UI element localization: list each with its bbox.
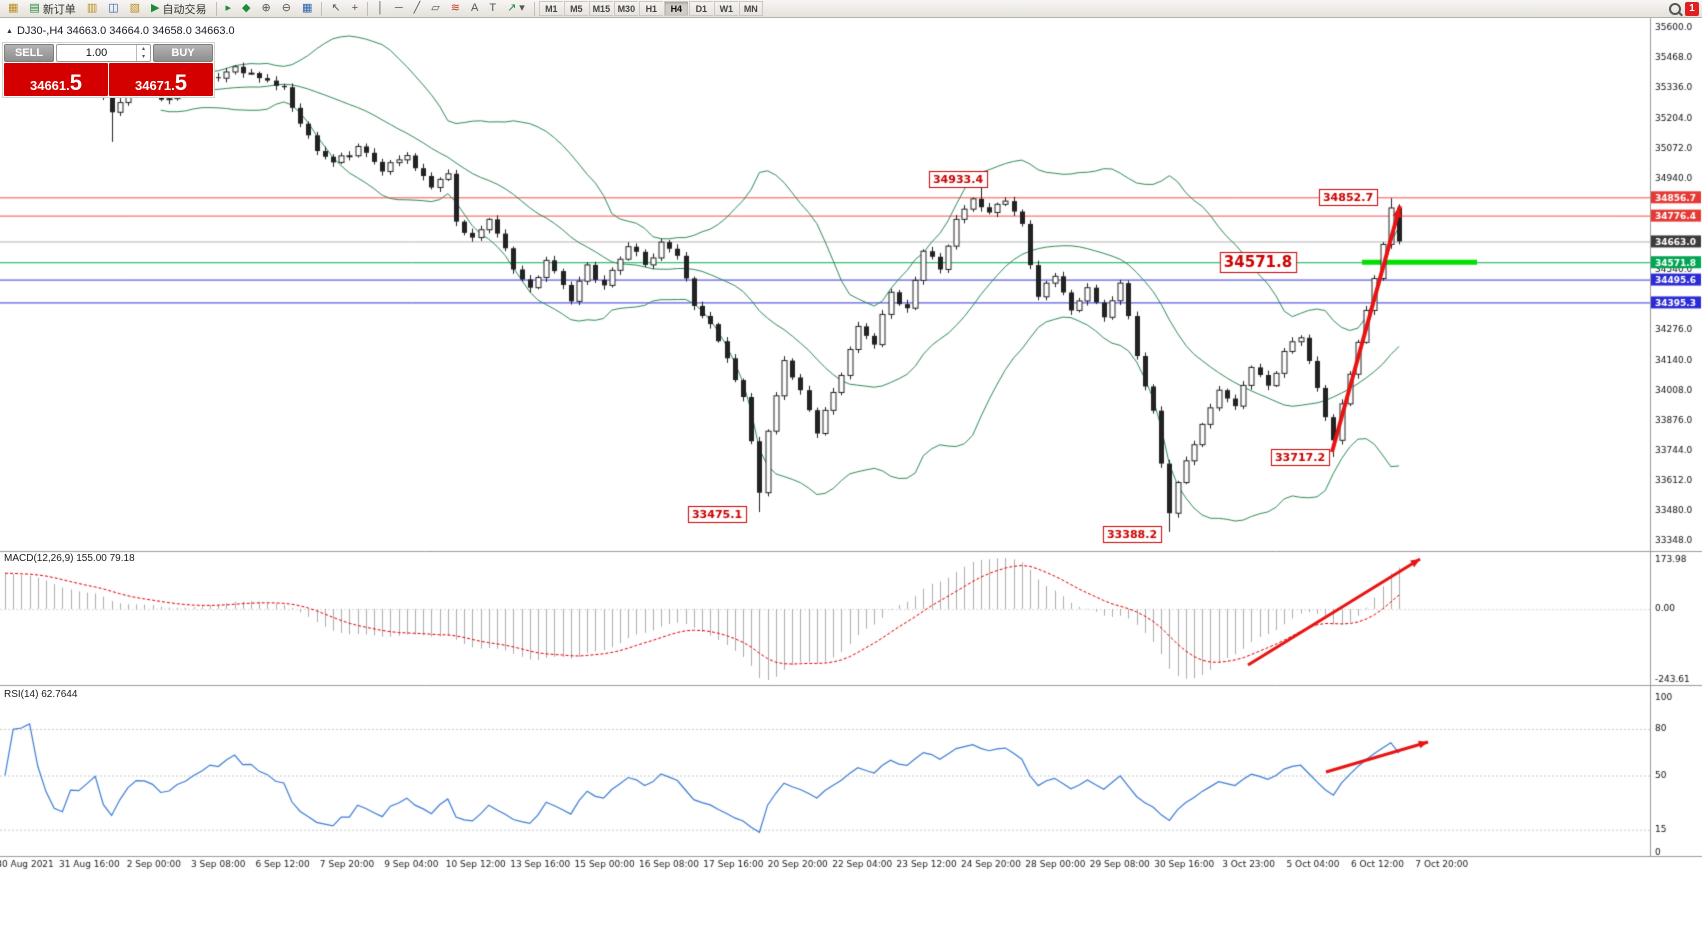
buy-button[interactable]: BUY <box>153 44 213 62</box>
tile-windows-button[interactable]: ▦ <box>297 0 317 18</box>
autotrade-label: 自动交易 <box>162 3 207 16</box>
timeframe-m5-button[interactable]: M5 <box>563 1 588 16</box>
timeframe-w1-button[interactable]: W1 <box>713 1 738 16</box>
spin-up-icon[interactable]: ▴ <box>141 46 145 52</box>
trendline-icon: ╱ <box>413 2 421 14</box>
zoom-in-button[interactable]: ⊕ <box>257 0 276 18</box>
toolbar-separator <box>321 1 323 16</box>
tile-windows-icon: ▦ <box>301 2 313 14</box>
data-window-icon: ◫ <box>108 2 119 14</box>
vertical-line-icon: │ <box>377 2 384 14</box>
zoom-out-icon: ⊖ <box>281 2 291 14</box>
fibonacci-icon: ≋ <box>450 2 460 14</box>
arrows-tool-button[interactable]: ↗ ▾ <box>502 0 530 18</box>
text-tool-button[interactable]: A <box>466 0 483 18</box>
market-watch-icon: ▥ <box>86 2 98 14</box>
indicators-button[interactable]: ◆ <box>237 0 255 18</box>
timeframe-m15-button[interactable]: M15 <box>588 1 613 16</box>
toolbar: ▦ ▤ 新订单 ▥ ◫ ▧ ▶ 自动交易 ▸ ◆ ⊕ ⊖ ▦ ↖ + │ ─ ╱… <box>0 0 1702 18</box>
chart-icon: ▦ <box>8 2 19 14</box>
toolbar-separator <box>215 1 217 16</box>
buy-price: 34671. <box>134 78 175 93</box>
zoom-out-button[interactable]: ⊖ <box>277 0 296 18</box>
timeframe-d1-button[interactable]: D1 <box>688 1 713 16</box>
toolbar-separator <box>533 1 535 16</box>
notification-badge[interactable]: 1 <box>1685 1 1699 16</box>
sell-button[interactable]: SELL <box>4 44 54 62</box>
toolbar-separator <box>367 1 368 16</box>
cursor-tool-button[interactable]: ↖ <box>326 0 345 18</box>
zoom-in-icon: ⊕ <box>261 2 271 14</box>
horizontal-line-icon: ─ <box>394 2 403 14</box>
vertical-line-tool-button[interactable]: │ <box>372 0 389 18</box>
indicators-icon: ◆ <box>242 2 251 14</box>
trendline-tool-button[interactable]: ╱ <box>409 0 426 18</box>
timeframe-mn-button[interactable]: MN <box>738 1 763 16</box>
channel-icon: ▱ <box>431 2 440 14</box>
channel-tool-button[interactable]: ▱ <box>426 0 444 18</box>
horizontal-line-tool-button[interactable]: ─ <box>390 0 408 18</box>
navigator-button[interactable]: ▧ <box>125 0 145 18</box>
buy-price-pip: 5 <box>174 70 187 95</box>
new-order-icon: ▤ <box>29 2 40 14</box>
toolbar-right-group: 1 <box>1669 1 1699 16</box>
macd-indicator-header: MACD(12,26,9) 155.00 79.18 <box>4 553 135 564</box>
one-click-trading-panel: SELL 1.00 ▴ ▾ BUY 34661. 5 34671. 5 <box>2 42 215 98</box>
shift-chart-icon: ▸ <box>225 2 232 14</box>
volume-spinner[interactable]: ▴ ▾ <box>136 45 150 61</box>
sell-price-box[interactable]: 34661. 5 <box>4 63 108 96</box>
text-label-icon: T <box>489 2 497 14</box>
new-order-button[interactable]: ▤ 新订单 <box>24 0 80 18</box>
collapse-arrow-icon[interactable]: ▲ <box>6 27 13 35</box>
price-chart-canvas[interactable] <box>0 18 1702 942</box>
timeframe-h4-button[interactable]: H4 <box>663 1 688 16</box>
navigator-icon: ▧ <box>129 2 141 14</box>
autotrade-button[interactable]: ▶ 自动交易 <box>146 0 211 18</box>
chevron-down-icon: ▾ <box>519 2 525 14</box>
new-order-label: 新订单 <box>42 3 76 16</box>
shift-chart-button[interactable]: ▸ <box>221 0 237 18</box>
fibonacci-tool-button[interactable]: ≋ <box>446 0 465 18</box>
data-window-button[interactable]: ◫ <box>103 0 123 18</box>
market-watch-button[interactable]: ▥ <box>82 0 102 18</box>
volume-input[interactable]: 1.00 ▴ ▾ <box>56 44 151 62</box>
spin-down-icon[interactable]: ▾ <box>141 54 145 60</box>
text-label-tool-button[interactable]: T <box>484 0 501 18</box>
rsi-indicator-header: RSI(14) 62.7644 <box>4 689 78 700</box>
symbol-ohlc-text: DJ30-,H4 34663.0 34664.0 34658.0 34663.0 <box>16 25 235 37</box>
sell-price-pip: 5 <box>69 70 82 95</box>
crosshair-icon: + <box>351 2 358 14</box>
crosshair-tool-button[interactable]: + <box>347 0 363 18</box>
autotrade-play-icon: ▶ <box>151 2 160 14</box>
search-icon[interactable] <box>1669 2 1681 15</box>
timeframe-m1-button[interactable]: M1 <box>538 1 563 16</box>
timeframe-m30-button[interactable]: M30 <box>613 1 638 16</box>
cursor-icon: ↖ <box>331 2 341 14</box>
sell-price: 34661. <box>29 78 70 93</box>
text-icon: A <box>470 2 479 14</box>
timeframe-h1-button[interactable]: H1 <box>638 1 663 16</box>
volume-value[interactable]: 1.00 <box>85 47 108 59</box>
buy-price-box[interactable]: 34671. 5 <box>109 63 213 96</box>
new-chart-button[interactable]: ▦ <box>3 0 23 18</box>
chart-symbol-header: ▲ DJ30-,H4 34663.0 34664.0 34658.0 34663… <box>6 25 235 37</box>
arrows-tool-icon: ↗ <box>507 2 517 14</box>
